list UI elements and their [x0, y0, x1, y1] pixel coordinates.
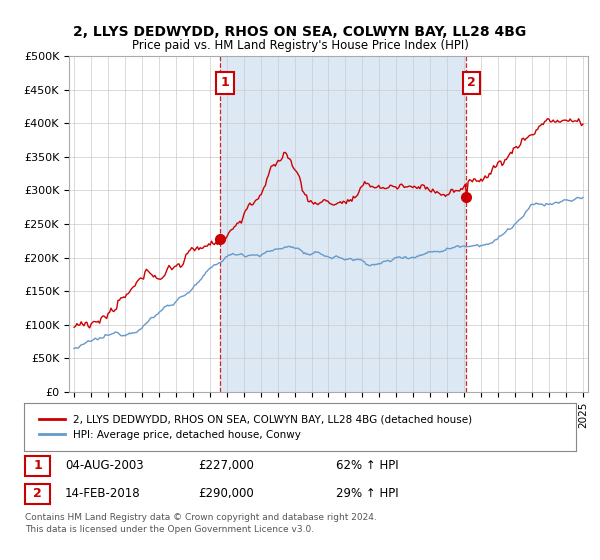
Text: 04-AUG-2003: 04-AUG-2003	[65, 459, 143, 473]
Text: £227,000: £227,000	[198, 459, 254, 473]
Text: 62% ↑ HPI: 62% ↑ HPI	[336, 459, 398, 473]
Text: 29% ↑ HPI: 29% ↑ HPI	[336, 487, 398, 501]
Text: £290,000: £290,000	[198, 487, 254, 501]
Text: 1: 1	[34, 459, 42, 473]
Text: 1: 1	[220, 76, 229, 90]
Text: This data is licensed under the Open Government Licence v3.0.: This data is licensed under the Open Gov…	[25, 525, 314, 534]
Legend: 2, LLYS DEDWYDD, RHOS ON SEA, COLWYN BAY, LL28 4BG (detached house), HPI: Averag: 2, LLYS DEDWYDD, RHOS ON SEA, COLWYN BAY…	[35, 410, 476, 444]
Text: Price paid vs. HM Land Registry's House Price Index (HPI): Price paid vs. HM Land Registry's House …	[131, 39, 469, 52]
Text: 2, LLYS DEDWYDD, RHOS ON SEA, COLWYN BAY, LL28 4BG: 2, LLYS DEDWYDD, RHOS ON SEA, COLWYN BAY…	[73, 25, 527, 39]
Text: 2: 2	[467, 76, 476, 90]
Text: Contains HM Land Registry data © Crown copyright and database right 2024.: Contains HM Land Registry data © Crown c…	[25, 513, 377, 522]
Bar	[220, 56, 466, 392]
Text: 2: 2	[34, 487, 42, 501]
Text: 14-FEB-2018: 14-FEB-2018	[65, 487, 140, 501]
